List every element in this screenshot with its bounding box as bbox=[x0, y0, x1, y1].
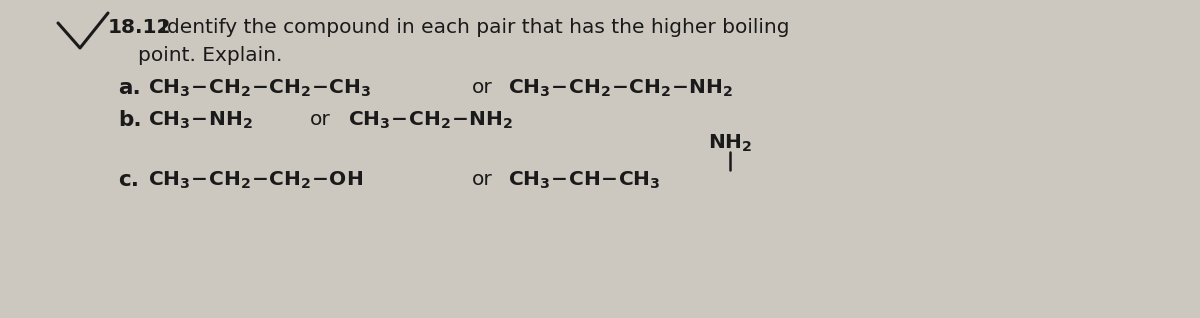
Text: $\mathbf{NH_2}$: $\mathbf{NH_2}$ bbox=[708, 133, 752, 154]
Text: c.: c. bbox=[118, 170, 139, 190]
Text: or: or bbox=[472, 78, 493, 97]
Text: $\mathbf{CH_3\!-\!CH_2\!-\!CH_2\!-\!NH_2}$: $\mathbf{CH_3\!-\!CH_2\!-\!CH_2\!-\!NH_2… bbox=[508, 78, 733, 99]
Text: $\mathbf{CH_3\!-\!CH\!-\!CH_3}$: $\mathbf{CH_3\!-\!CH\!-\!CH_3}$ bbox=[508, 170, 661, 191]
Text: $\mathbf{CH_3\!-\!CH_2\!-\!NH_2}$: $\mathbf{CH_3\!-\!CH_2\!-\!NH_2}$ bbox=[348, 110, 514, 131]
Text: b.: b. bbox=[118, 110, 142, 130]
Text: a.: a. bbox=[118, 78, 140, 98]
Text: $\mathbf{CH_3\!-\!CH_2\!-\!CH_2\!-\!OH}$: $\mathbf{CH_3\!-\!CH_2\!-\!CH_2\!-\!OH}$ bbox=[148, 170, 364, 191]
Text: point. Explain.: point. Explain. bbox=[138, 46, 282, 65]
Text: or: or bbox=[472, 170, 493, 189]
Text: $\mathbf{CH_3\!-\!CH_2\!-\!CH_2\!-\!CH_3}$: $\mathbf{CH_3\!-\!CH_2\!-\!CH_2\!-\!CH_3… bbox=[148, 78, 372, 99]
Text: Identify the compound in each pair that has the higher boiling: Identify the compound in each pair that … bbox=[161, 18, 790, 37]
Text: or: or bbox=[310, 110, 331, 129]
Text: 18.12: 18.12 bbox=[108, 18, 172, 37]
Text: $\mathbf{CH_3\!-\!NH_2}$: $\mathbf{CH_3\!-\!NH_2}$ bbox=[148, 110, 253, 131]
